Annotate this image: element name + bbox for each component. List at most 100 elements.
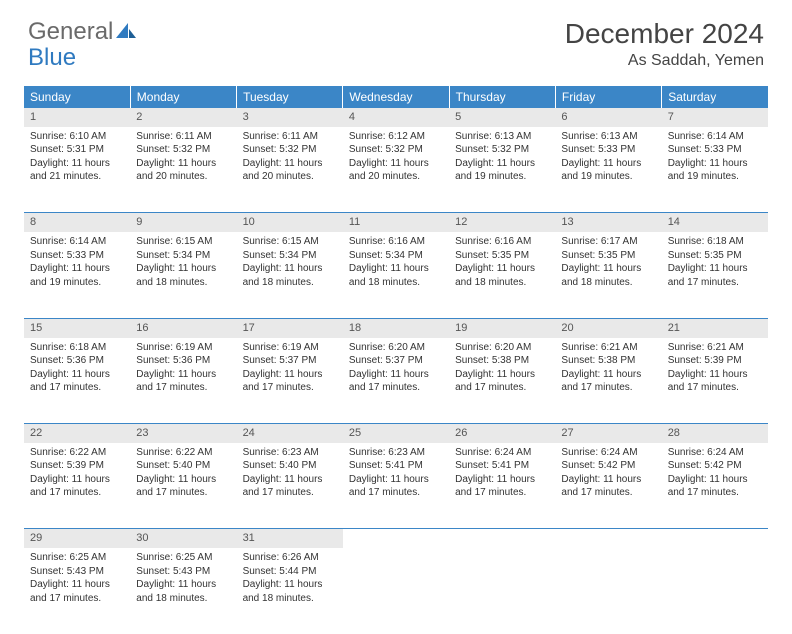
day-cell-body: Sunrise: 6:11 AMSunset: 5:32 PMDaylight:… (130, 127, 236, 188)
day-cell: Sunrise: 6:10 AMSunset: 5:31 PMDaylight:… (24, 127, 130, 213)
sunset-line: Sunset: 5:42 PM (668, 459, 762, 473)
daylight-line: Daylight: 11 hours and 17 minutes. (136, 368, 230, 395)
day-cell-body: Sunrise: 6:19 AMSunset: 5:36 PMDaylight:… (130, 338, 236, 399)
sunrise-line: Sunrise: 6:20 AM (455, 341, 549, 355)
sunrise-line: Sunrise: 6:15 AM (136, 235, 230, 249)
day-cell: Sunrise: 6:15 AMSunset: 5:34 PMDaylight:… (237, 232, 343, 318)
daynum-cell: 13 (555, 213, 661, 232)
sunrise-line: Sunrise: 6:23 AM (243, 446, 337, 460)
day-cell: Sunrise: 6:13 AMSunset: 5:33 PMDaylight:… (555, 127, 661, 213)
sunrise-line: Sunrise: 6:21 AM (668, 341, 762, 355)
daylight-line: Daylight: 11 hours and 17 minutes. (668, 368, 762, 395)
day-number: 31 (237, 529, 343, 548)
daylight-line: Daylight: 11 hours and 17 minutes. (561, 473, 655, 500)
daynum-cell: 4 (343, 108, 449, 127)
daynum-cell: 31 (237, 529, 343, 548)
daynum-cell: 6 (555, 108, 661, 127)
daylight-line: Daylight: 11 hours and 18 minutes. (243, 262, 337, 289)
day-cell: Sunrise: 6:15 AMSunset: 5:34 PMDaylight:… (130, 232, 236, 318)
week-row: Sunrise: 6:25 AMSunset: 5:43 PMDaylight:… (24, 548, 768, 634)
sunset-line: Sunset: 5:44 PM (243, 565, 337, 579)
day-cell-body: Sunrise: 6:22 AMSunset: 5:39 PMDaylight:… (24, 443, 130, 504)
daylight-line: Daylight: 11 hours and 17 minutes. (668, 262, 762, 289)
sunset-line: Sunset: 5:41 PM (349, 459, 443, 473)
day-number: 17 (237, 319, 343, 338)
daynum-cell: 14 (662, 213, 768, 232)
day-cell-body: Sunrise: 6:13 AMSunset: 5:32 PMDaylight:… (449, 127, 555, 188)
weekday-header: Thursday (449, 86, 555, 108)
day-cell-body: Sunrise: 6:19 AMSunset: 5:37 PMDaylight:… (237, 338, 343, 399)
sunset-line: Sunset: 5:36 PM (136, 354, 230, 368)
day-cell: Sunrise: 6:16 AMSunset: 5:35 PMDaylight:… (449, 232, 555, 318)
day-cell: Sunrise: 6:25 AMSunset: 5:43 PMDaylight:… (24, 548, 130, 634)
sunrise-line: Sunrise: 6:11 AM (243, 130, 337, 144)
day-cell-body: Sunrise: 6:24 AMSunset: 5:41 PMDaylight:… (449, 443, 555, 504)
sunrise-line: Sunrise: 6:24 AM (455, 446, 549, 460)
sunrise-line: Sunrise: 6:13 AM (561, 130, 655, 144)
daynum-cell: 7 (662, 108, 768, 127)
weekday-header: Wednesday (343, 86, 449, 108)
day-cell-body: Sunrise: 6:22 AMSunset: 5:40 PMDaylight:… (130, 443, 236, 504)
day-number: 26 (449, 424, 555, 443)
daylight-line: Daylight: 11 hours and 18 minutes. (136, 578, 230, 605)
day-number: 22 (24, 424, 130, 443)
sunset-line: Sunset: 5:40 PM (136, 459, 230, 473)
day-cell: Sunrise: 6:24 AMSunset: 5:42 PMDaylight:… (555, 443, 661, 529)
day-number: 19 (449, 319, 555, 338)
sunset-line: Sunset: 5:32 PM (136, 143, 230, 157)
sunset-line: Sunset: 5:36 PM (30, 354, 124, 368)
daynum-cell: 29 (24, 529, 130, 548)
sunset-line: Sunset: 5:40 PM (243, 459, 337, 473)
sunset-line: Sunset: 5:34 PM (349, 249, 443, 263)
daynum-cell (343, 529, 449, 548)
daylight-line: Daylight: 11 hours and 19 minutes. (668, 157, 762, 184)
day-cell-body: Sunrise: 6:23 AMSunset: 5:41 PMDaylight:… (343, 443, 449, 504)
sunrise-line: Sunrise: 6:13 AM (455, 130, 549, 144)
sunrise-line: Sunrise: 6:19 AM (136, 341, 230, 355)
day-cell-body: Sunrise: 6:20 AMSunset: 5:37 PMDaylight:… (343, 338, 449, 399)
brand-logo: General (28, 18, 137, 46)
weekday-header: Monday (130, 86, 236, 108)
sunrise-line: Sunrise: 6:16 AM (455, 235, 549, 249)
sunset-line: Sunset: 5:41 PM (455, 459, 549, 473)
daylight-line: Daylight: 11 hours and 20 minutes. (349, 157, 443, 184)
sunset-line: Sunset: 5:33 PM (668, 143, 762, 157)
daynum-cell: 15 (24, 318, 130, 337)
daynum-row: 1234567 (24, 108, 768, 127)
daynum-cell: 5 (449, 108, 555, 127)
day-number: 20 (555, 319, 661, 338)
daynum-cell: 9 (130, 213, 236, 232)
daynum-cell: 17 (237, 318, 343, 337)
sunrise-line: Sunrise: 6:18 AM (30, 341, 124, 355)
daynum-cell: 20 (555, 318, 661, 337)
day-cell: Sunrise: 6:21 AMSunset: 5:38 PMDaylight:… (555, 338, 661, 424)
daynum-row: 293031 (24, 529, 768, 548)
sunrise-line: Sunrise: 6:16 AM (349, 235, 443, 249)
daylight-line: Daylight: 11 hours and 18 minutes. (349, 262, 443, 289)
day-cell-body: Sunrise: 6:13 AMSunset: 5:33 PMDaylight:… (555, 127, 661, 188)
day-cell-body: Sunrise: 6:23 AMSunset: 5:40 PMDaylight:… (237, 443, 343, 504)
daylight-line: Daylight: 11 hours and 17 minutes. (30, 368, 124, 395)
sunrise-line: Sunrise: 6:15 AM (243, 235, 337, 249)
sunrise-line: Sunrise: 6:21 AM (561, 341, 655, 355)
sunrise-line: Sunrise: 6:22 AM (136, 446, 230, 460)
daylight-line: Daylight: 11 hours and 18 minutes. (136, 262, 230, 289)
month-title: December 2024 (565, 18, 764, 50)
daynum-cell: 28 (662, 424, 768, 443)
sunrise-line: Sunrise: 6:10 AM (30, 130, 124, 144)
weekday-header: Saturday (662, 86, 768, 108)
daylight-line: Daylight: 11 hours and 19 minutes. (455, 157, 549, 184)
day-cell (343, 548, 449, 634)
day-number: 21 (662, 319, 768, 338)
daynum-cell: 18 (343, 318, 449, 337)
day-number: 7 (662, 108, 768, 127)
daynum-cell: 19 (449, 318, 555, 337)
day-number: 10 (237, 213, 343, 232)
title-block: December 2024 As Saddah, Yemen (565, 18, 764, 70)
day-number: 9 (130, 213, 236, 232)
day-number: 27 (555, 424, 661, 443)
daynum-cell: 10 (237, 213, 343, 232)
day-cell: Sunrise: 6:22 AMSunset: 5:39 PMDaylight:… (24, 443, 130, 529)
weekday-header: Friday (555, 86, 661, 108)
day-number: 3 (237, 108, 343, 127)
